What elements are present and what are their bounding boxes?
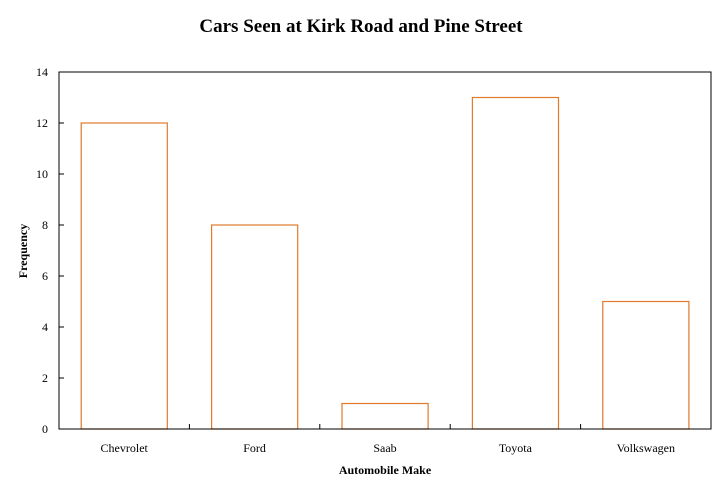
x-tick-label-saab: Saab bbox=[373, 441, 396, 455]
x-axis: Chevrolet Ford Saab Toyota Volkswagen bbox=[101, 424, 675, 455]
x-tick-label-chevrolet: Chevrolet bbox=[101, 441, 149, 455]
bar-volkswagen bbox=[602, 300, 690, 430]
y-tick-label-8: 8 bbox=[42, 218, 48, 232]
bars-layer bbox=[80, 96, 690, 430]
bar-ford bbox=[211, 224, 299, 430]
y-axis: 0 2 4 6 8 10 12 14 bbox=[36, 65, 64, 436]
y-tick-label-14: 14 bbox=[36, 65, 48, 79]
x-tick-label-toyota: Toyota bbox=[499, 441, 533, 455]
y-tick-label-12: 12 bbox=[36, 116, 48, 130]
x-tick-label-ford: Ford bbox=[243, 441, 266, 455]
plot-frame bbox=[58, 71, 712, 430]
y-tick-label-2: 2 bbox=[42, 371, 48, 385]
bar-saab bbox=[341, 402, 429, 430]
x-axis-title: Automobile Make bbox=[339, 463, 432, 477]
x-tick-label-volkswagen: Volkswagen bbox=[617, 441, 675, 455]
chart-title: Cars Seen at Kirk Road and Pine Street bbox=[199, 16, 523, 37]
y-tick-label-6: 6 bbox=[42, 269, 48, 283]
y-tick-label-0: 0 bbox=[42, 422, 48, 436]
y-axis-title: Frequency bbox=[16, 224, 30, 278]
y-tick-label-10: 10 bbox=[36, 167, 48, 181]
y-tick-label-4: 4 bbox=[42, 320, 48, 334]
bar-toyota bbox=[471, 96, 560, 430]
bar-chevrolet bbox=[80, 122, 168, 430]
